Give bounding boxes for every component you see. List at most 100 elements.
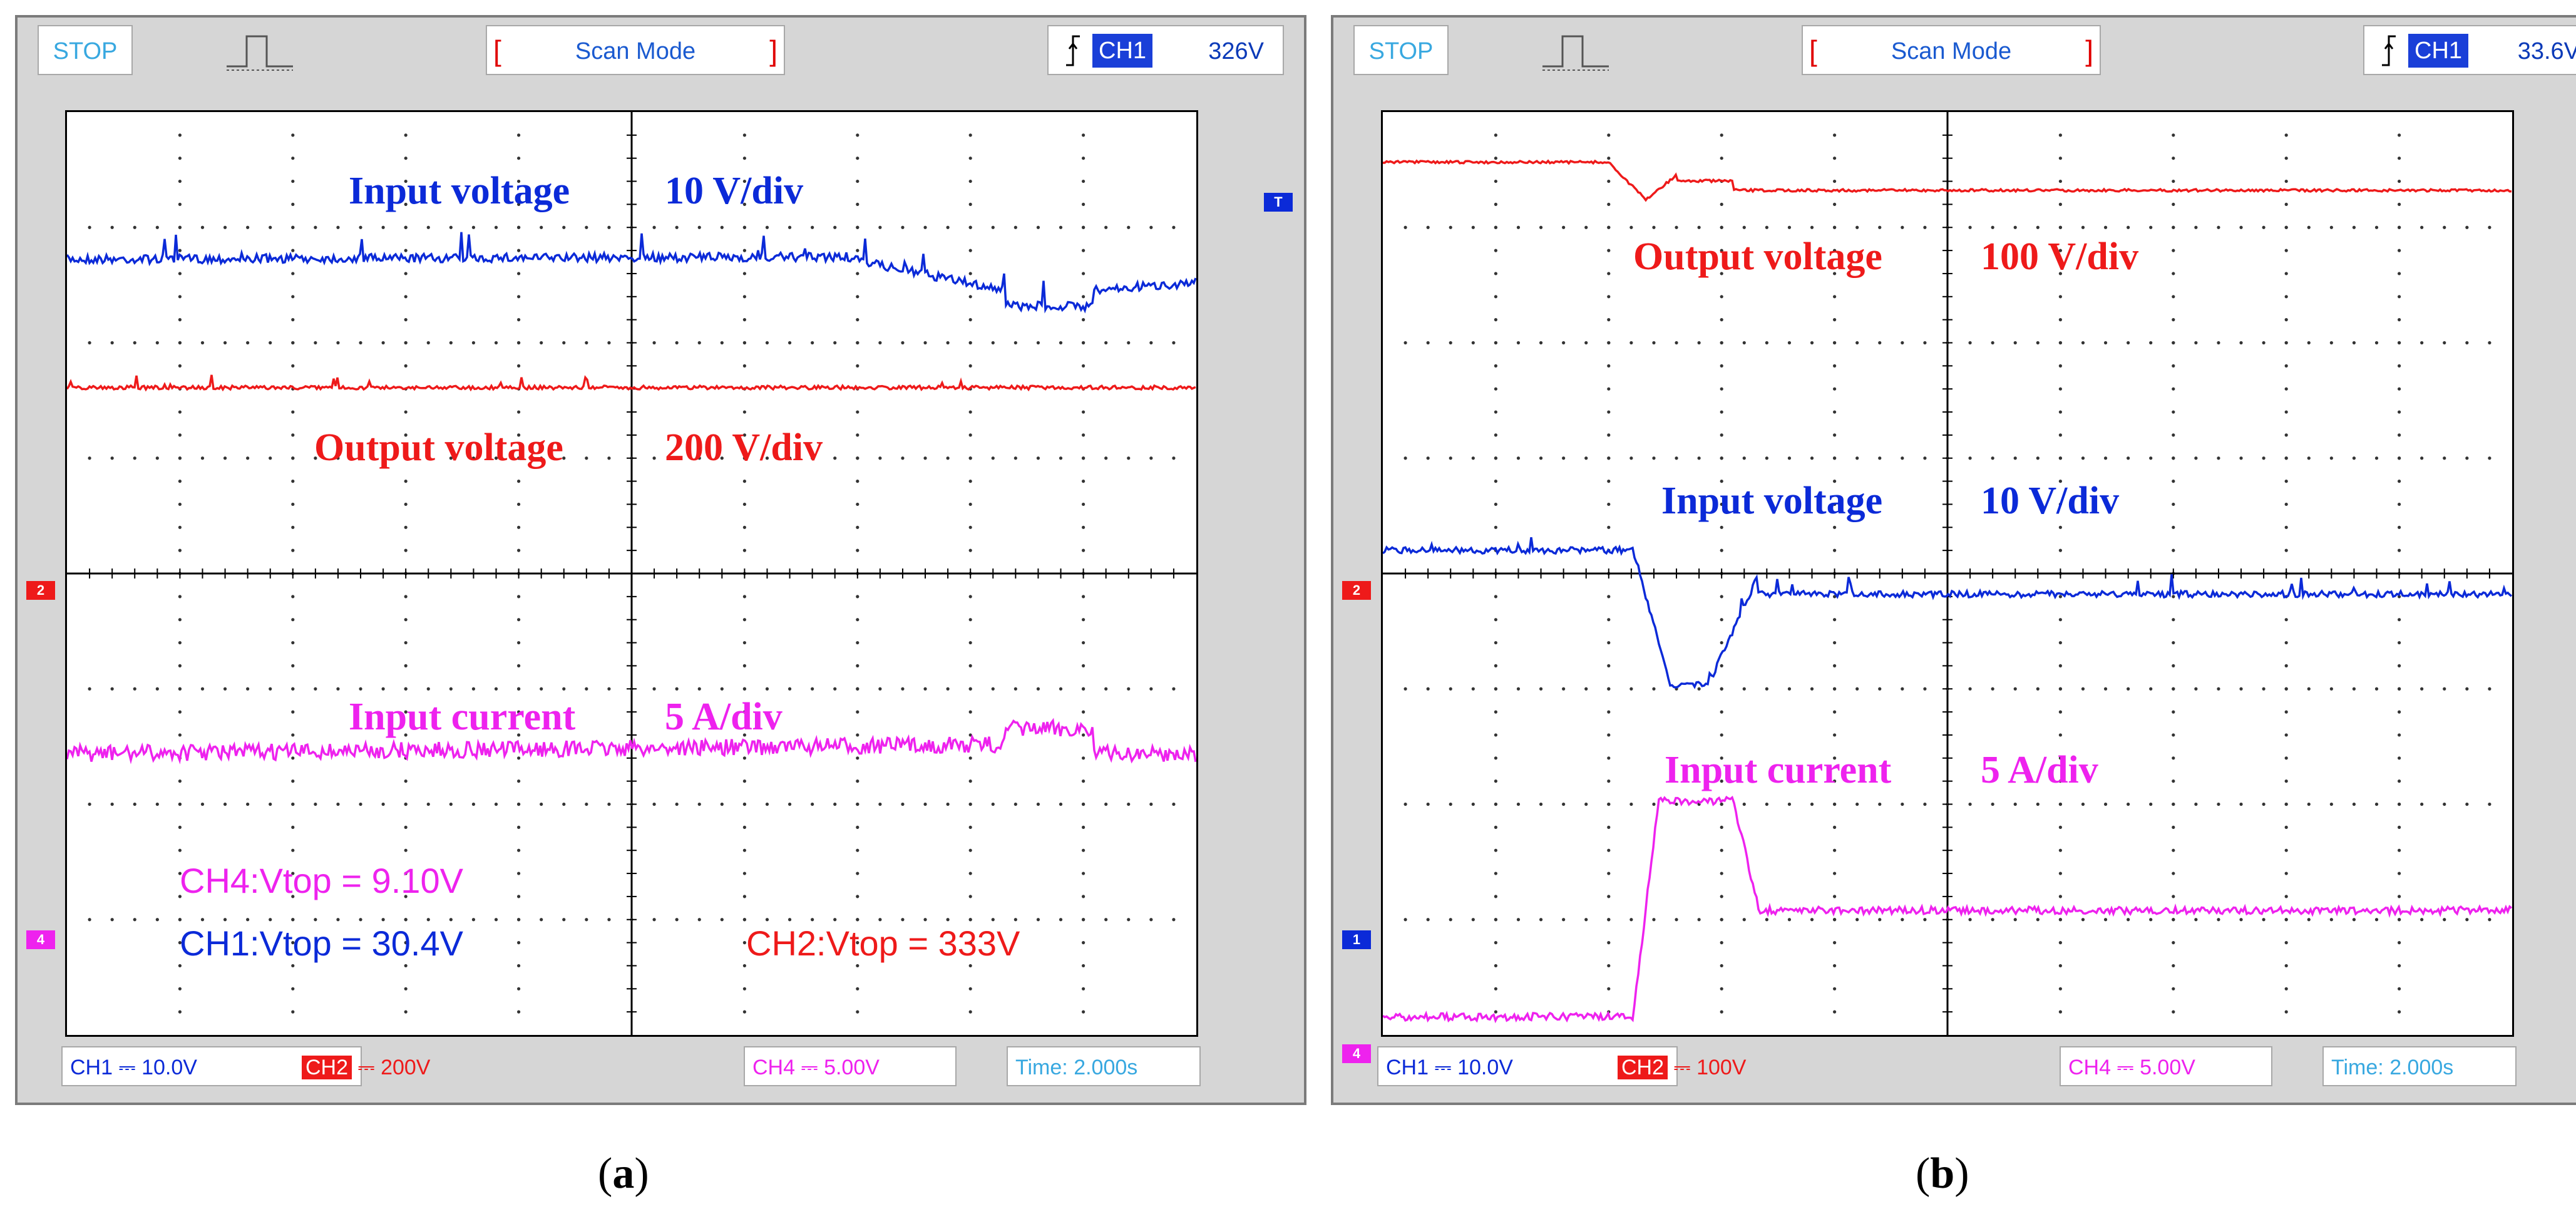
- grid-dot: [1787, 687, 1792, 691]
- grid-dot: [1607, 664, 1611, 667]
- grid-dot: [2488, 918, 2491, 922]
- scan-mode-display[interactable]: [ Scan Mode ]: [1802, 25, 2101, 75]
- time-scale-readout[interactable]: Time: 2.000s: [2322, 1046, 2517, 1086]
- ch2-scale-readout[interactable]: CH2 ⎓ 100V: [1609, 1046, 1809, 1086]
- grid-dot: [2443, 456, 2446, 460]
- grid-dot: [1172, 456, 1176, 460]
- waveform-screen[interactable]: Input voltage 10 V/div Output voltage 20…: [65, 110, 1198, 1037]
- waveform-area: [67, 112, 1196, 1035]
- grid-dot: [1968, 687, 1972, 691]
- trigger-channel: CH1: [1092, 34, 1153, 68]
- ch4-offset-marker[interactable]: 4: [26, 930, 55, 949]
- ch2-scale-readout[interactable]: CH2 ⎓ 200V: [293, 1046, 493, 1086]
- grid-dot: [517, 733, 521, 737]
- stop-indicator[interactable]: STOP: [38, 25, 133, 75]
- grid-dot: [2307, 225, 2311, 229]
- grid-dot: [2172, 687, 2175, 691]
- grid-dot: [2172, 710, 2175, 714]
- grid-dot: [1720, 687, 1723, 691]
- grid-dot: [968, 733, 972, 737]
- grid-dot: [1742, 687, 1746, 691]
- ch1-scale-readout[interactable]: CH1 ⎓ 10.0V: [61, 1046, 362, 1086]
- grid-dot: [1494, 848, 1497, 852]
- grid-dot: [1720, 387, 1723, 391]
- scope-bottom-bar: CH1 ⎓ 10.0V CH2 ⎓ 200V CH4 ⎓ 5.00V Time:…: [18, 1040, 1304, 1103]
- grid-dot: [2103, 456, 2108, 460]
- grid-dot: [1471, 802, 1475, 806]
- input-current-scale: 5 A/div: [1981, 749, 2098, 791]
- grid-dot: [1968, 225, 1972, 229]
- grid-dot: [2352, 341, 2356, 345]
- grid-dot: [856, 295, 860, 299]
- grid-dot: [1494, 595, 1497, 599]
- grid-dot: [2284, 179, 2288, 183]
- grid-dot: [517, 756, 521, 760]
- grid-dot: [2058, 364, 2062, 368]
- grid-dot: [2058, 733, 2062, 737]
- grid-dot: [1082, 502, 1085, 507]
- grid-dot: [2217, 456, 2220, 460]
- grid-dot: [2398, 710, 2401, 714]
- grid-dot: [1082, 548, 1085, 552]
- rising-edge-icon: [2382, 35, 2396, 66]
- grid-dot: [742, 179, 746, 183]
- grid-dot: [968, 895, 972, 898]
- trigger-display[interactable]: CH1 326V: [1047, 25, 1284, 75]
- time-scale-readout[interactable]: Time: 2.000s: [1007, 1046, 1201, 1086]
- grid-dot: [1810, 456, 1814, 460]
- stop-indicator[interactable]: STOP: [1353, 25, 1449, 75]
- grid-dot: [652, 802, 656, 806]
- grid-dot: [2194, 456, 2198, 460]
- grid-dot: [1082, 157, 1085, 160]
- grid-dot: [2284, 756, 2288, 760]
- grid-dot: [1082, 710, 1085, 714]
- grid-dot: [110, 456, 114, 460]
- ch4-scale-readout[interactable]: CH4 ⎓ 5.00V: [2060, 1046, 2272, 1086]
- trigger-display[interactable]: CH1 33.6V: [2363, 25, 2576, 75]
- grid-dot: [1494, 733, 1497, 737]
- ch4-scale-readout[interactable]: CH4 ⎓ 5.00V: [744, 1046, 957, 1086]
- grid-dot: [742, 456, 746, 460]
- grid-dot: [494, 225, 498, 229]
- scan-mode-display[interactable]: [ Scan Mode ]: [486, 25, 785, 75]
- ch4-offset-marker[interactable]: 4: [1342, 1044, 1371, 1063]
- input-voltage-trace: [67, 232, 1196, 314]
- grid-dot: [2172, 480, 2175, 483]
- grid-dot: [471, 225, 476, 229]
- grid-dot: [742, 802, 746, 806]
- grid-dot: [1082, 225, 1085, 229]
- grid-dot: [2172, 525, 2175, 529]
- grid-dot: [1629, 802, 1633, 806]
- grid-dot: [856, 640, 860, 645]
- grid-dot: [269, 456, 272, 460]
- grid-dot: [1059, 687, 1063, 691]
- grid-dot: [2172, 341, 2175, 345]
- grid-dot: [1607, 387, 1611, 391]
- grid-dot: [1426, 225, 1430, 229]
- grid-dot: [878, 456, 882, 460]
- grid-dot: [1833, 848, 1837, 852]
- grid-dot: [562, 918, 566, 922]
- grid-dot: [1833, 964, 1837, 968]
- grid-dot: [246, 456, 250, 460]
- grid-dot: [2284, 987, 2288, 990]
- grid-dot: [1833, 618, 1837, 622]
- waveform-screen[interactable]: Output voltage 100 V/div Input voltage 1…: [1381, 110, 2514, 1037]
- grid-dot: [2284, 480, 2288, 483]
- ch2-offset-marker[interactable]: 2: [1342, 581, 1371, 600]
- grid-dot: [2058, 225, 2062, 229]
- grid-dot: [1403, 456, 1407, 460]
- trigger-level-marker[interactable]: T: [1264, 193, 1293, 212]
- grid-dot: [1172, 687, 1176, 691]
- grid-dot: [2284, 640, 2288, 645]
- grid-dot: [178, 502, 182, 507]
- grid-dot: [291, 872, 295, 875]
- grid-dot: [291, 802, 295, 806]
- grid-dot: [88, 802, 91, 806]
- grid-dot: [742, 225, 746, 229]
- ch1-offset-marker[interactable]: 1: [1342, 930, 1371, 949]
- grid-dot: [607, 687, 611, 691]
- grid-dot: [788, 918, 792, 922]
- ch2-offset-marker[interactable]: 2: [26, 581, 55, 600]
- grid-dot: [291, 987, 295, 990]
